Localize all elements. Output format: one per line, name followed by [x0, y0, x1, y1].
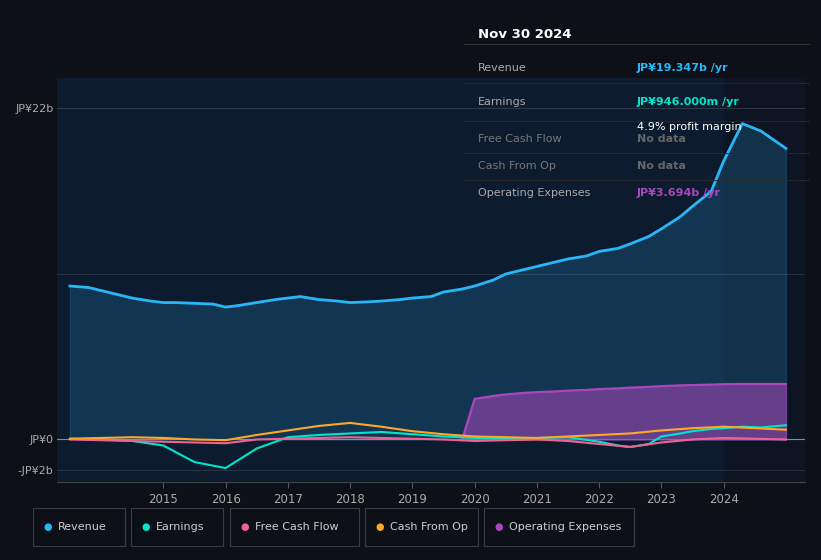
Text: ●: ●	[142, 522, 150, 532]
Text: Nov 30 2024: Nov 30 2024	[478, 27, 571, 40]
Text: JP¥946.000m /yr: JP¥946.000m /yr	[637, 97, 740, 107]
Text: Operating Expenses: Operating Expenses	[478, 188, 590, 198]
Bar	[723, 78, 805, 482]
Text: No data: No data	[637, 134, 686, 144]
Text: Cash From Op: Cash From Op	[478, 161, 556, 171]
Text: ●: ●	[241, 522, 249, 532]
Text: ●: ●	[495, 522, 503, 532]
Text: ●: ●	[376, 522, 384, 532]
Text: Earnings: Earnings	[156, 522, 204, 532]
Text: Cash From Op: Cash From Op	[390, 522, 468, 532]
Text: Revenue: Revenue	[478, 63, 526, 73]
Text: ●: ●	[44, 522, 52, 532]
Text: No data: No data	[637, 161, 686, 171]
Text: Earnings: Earnings	[478, 97, 526, 107]
Text: JP¥3.694b /yr: JP¥3.694b /yr	[637, 188, 721, 198]
Text: Free Cash Flow: Free Cash Flow	[478, 134, 562, 144]
Text: 4.9% profit margin: 4.9% profit margin	[637, 122, 741, 132]
Text: Free Cash Flow: Free Cash Flow	[255, 522, 338, 532]
Text: JP¥19.347b /yr: JP¥19.347b /yr	[637, 63, 729, 73]
Text: Revenue: Revenue	[57, 522, 106, 532]
Text: Operating Expenses: Operating Expenses	[509, 522, 621, 532]
